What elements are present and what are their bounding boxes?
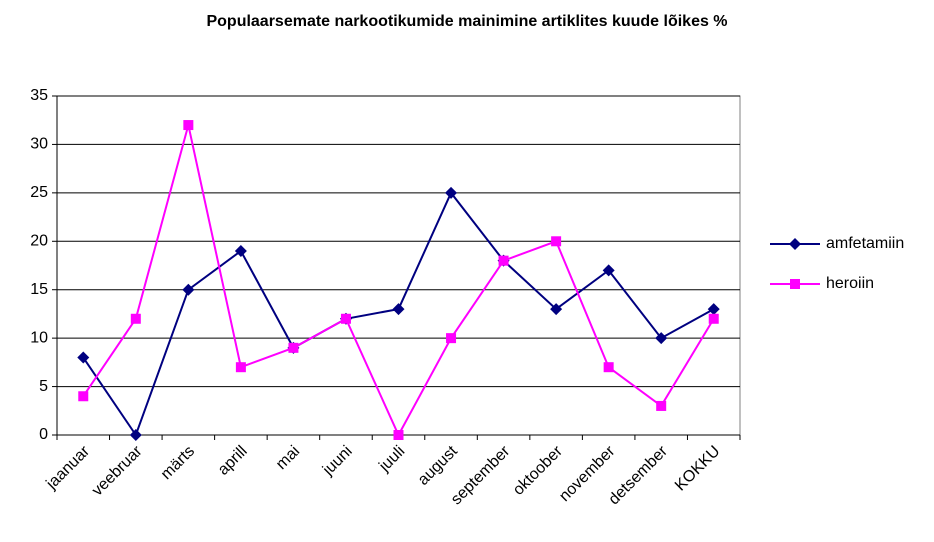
- chart-title: Populaarsemate narkootikumide mainimine …: [206, 13, 727, 30]
- legend-label: amfetamiin: [826, 235, 904, 252]
- point: [234, 244, 247, 257]
- point: [129, 429, 142, 441]
- point: [235, 362, 246, 373]
- point: [708, 313, 719, 324]
- x-tick-label: mai: [273, 443, 303, 473]
- x-tick-label: aprill: [215, 443, 251, 479]
- point: [551, 236, 562, 247]
- point: [498, 255, 509, 266]
- point: [288, 342, 299, 353]
- y-tick-label: 0: [39, 426, 48, 443]
- point: [789, 238, 801, 250]
- point: [393, 430, 404, 440]
- y-tick-label: 10: [30, 329, 48, 346]
- point: [656, 400, 667, 411]
- point: [78, 391, 89, 402]
- point: [602, 264, 615, 277]
- x-tick-label: juuni: [319, 443, 356, 480]
- point: [446, 333, 457, 344]
- point: [603, 362, 614, 373]
- x-tick-label: veebruar: [89, 442, 146, 499]
- point: [550, 303, 563, 316]
- point: [183, 120, 194, 131]
- point: [340, 313, 351, 324]
- y-tick-label: 30: [30, 136, 48, 153]
- point: [77, 351, 90, 364]
- point: [182, 283, 195, 296]
- point: [392, 303, 405, 316]
- y-tick-label: 25: [30, 184, 48, 201]
- x-tick-label: juuli: [375, 443, 408, 476]
- x-tick-label: märts: [158, 443, 198, 483]
- point: [130, 313, 141, 324]
- point: [655, 332, 668, 345]
- x-tick-label: jaanuar: [43, 442, 94, 493]
- point: [790, 279, 800, 289]
- plot-area: [56, 95, 741, 436]
- legend-label: heroiin: [826, 275, 874, 292]
- y-tick-label: 35: [30, 87, 48, 104]
- y-tick-label: 15: [30, 281, 48, 298]
- x-tick-label: august: [415, 442, 461, 488]
- y-tick-label: 5: [39, 378, 48, 395]
- point: [445, 186, 458, 199]
- point: [707, 303, 720, 316]
- x-tick-label: KOKKU: [672, 443, 724, 495]
- y-tick-label: 20: [30, 233, 48, 250]
